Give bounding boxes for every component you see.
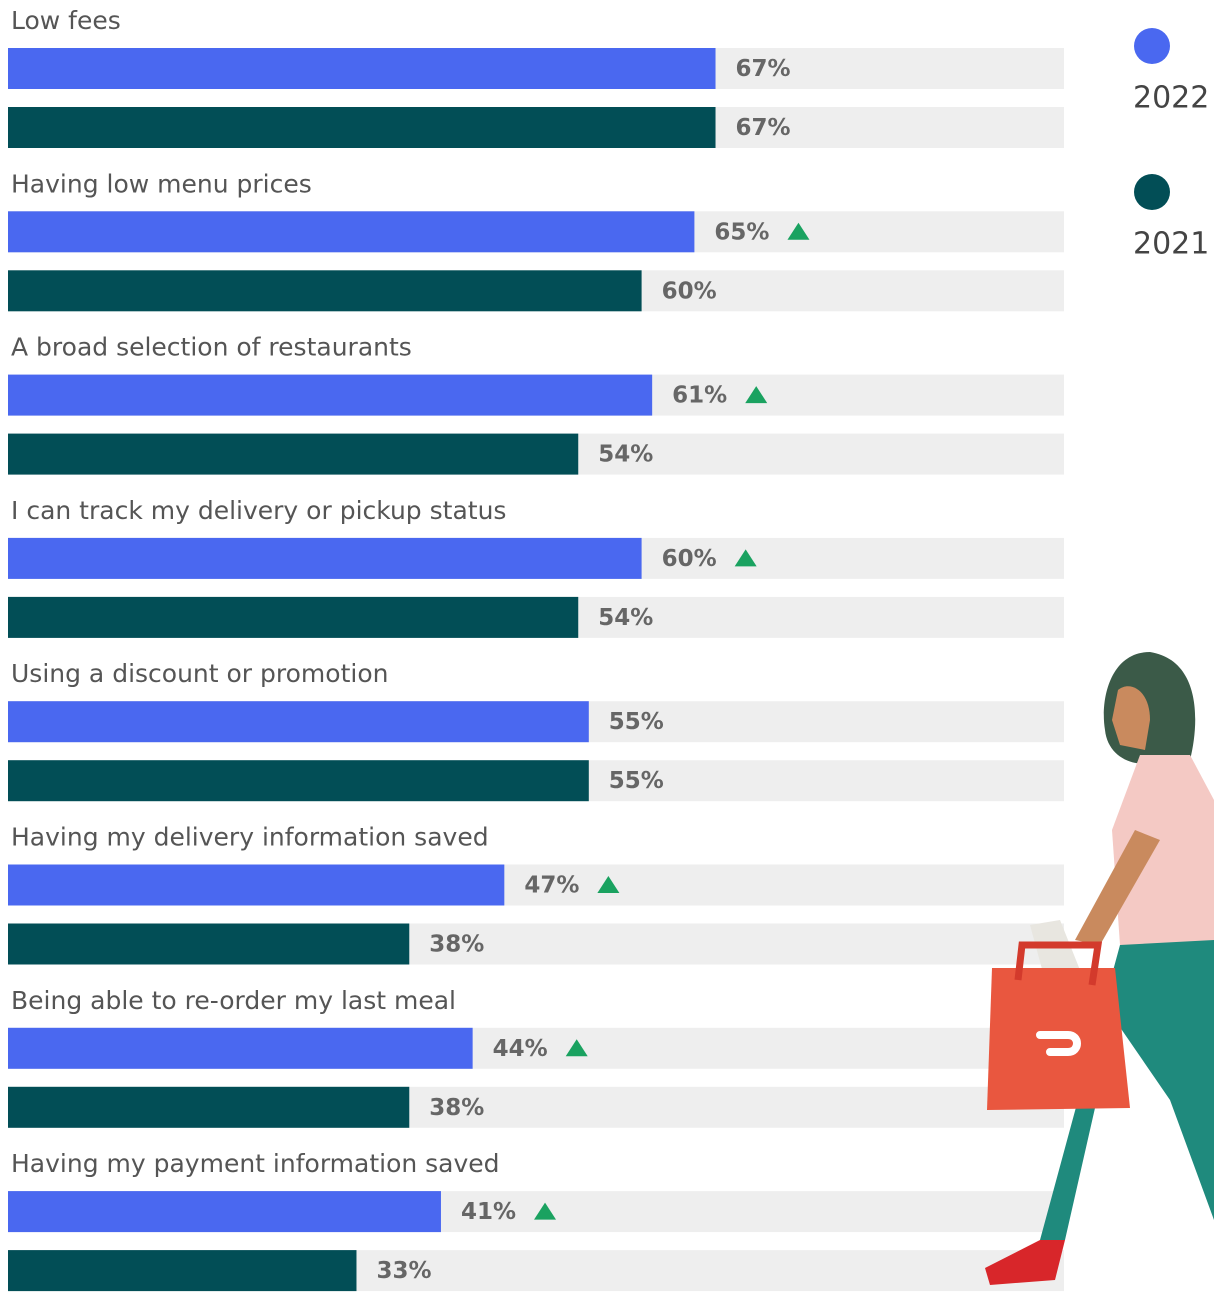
legend-swatch [1134, 28, 1170, 64]
increase-marker [565, 1039, 588, 1057]
bar [8, 1250, 357, 1292]
value-label: 65% [714, 219, 769, 245]
value-label: 55% [609, 709, 664, 735]
bar [8, 374, 653, 416]
value-label: 67% [736, 56, 791, 82]
value-label: 54% [598, 605, 653, 631]
category-label: Using a discount or promotion [11, 659, 388, 688]
category-label: Having my delivery information saved [11, 823, 489, 852]
bar [8, 211, 695, 253]
value-label: 47% [524, 873, 579, 899]
bar [8, 537, 642, 579]
category-label: I can track my delivery or pickup status [11, 496, 506, 525]
value-label: 55% [609, 768, 664, 794]
category-label: Having my payment information saved [11, 1149, 500, 1178]
legend-swatch [1134, 174, 1170, 210]
value-label: 44% [493, 1036, 548, 1062]
bar [8, 701, 589, 743]
value-label: 38% [429, 932, 484, 958]
bar [8, 1086, 410, 1128]
value-label: 41% [461, 1199, 516, 1225]
value-label: 61% [672, 383, 727, 409]
value-label: 54% [598, 442, 653, 468]
value-label: 60% [662, 546, 717, 572]
value-label: 38% [429, 1095, 484, 1121]
bar [8, 270, 642, 312]
category-label: A broad selection of restaurants [11, 333, 412, 362]
value-label: 33% [376, 1258, 431, 1284]
category-label: Having low menu prices [11, 169, 312, 198]
legend-label: 2022 [1133, 81, 1209, 116]
value-label: 60% [662, 278, 717, 304]
bar [8, 1191, 441, 1233]
category-label: Low fees [11, 6, 121, 35]
bar [8, 48, 716, 89]
bar [8, 760, 589, 802]
increase-marker [734, 549, 757, 567]
increase-marker [597, 876, 620, 893]
legend-label: 2021 [1133, 227, 1209, 262]
value-label: 67% [736, 115, 791, 141]
bar [8, 864, 505, 906]
increase-marker [787, 222, 810, 240]
increase-marker [534, 1202, 557, 1220]
bar [8, 923, 410, 965]
increase-marker [745, 386, 768, 404]
category-label: Being able to re-order my last meal [11, 986, 456, 1015]
bar [8, 596, 579, 638]
bar [8, 1027, 473, 1069]
bar [8, 433, 579, 475]
bar [8, 107, 716, 148]
